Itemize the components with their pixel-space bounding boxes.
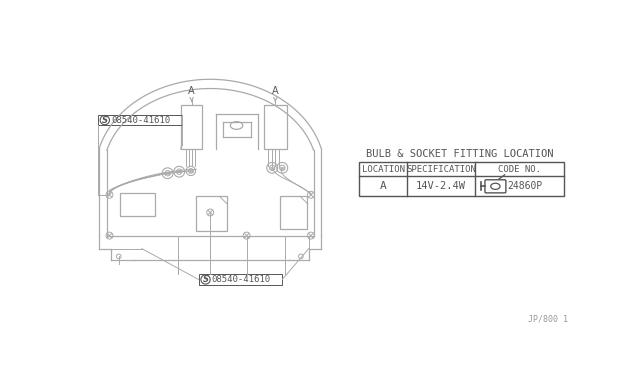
Text: BULB & SOCKET FITTING LOCATION: BULB & SOCKET FITTING LOCATION bbox=[366, 148, 554, 158]
Bar bbox=[196, 196, 227, 231]
Text: A: A bbox=[272, 86, 278, 96]
Text: 08540-41610: 08540-41610 bbox=[111, 116, 170, 125]
Bar bbox=[120, 193, 155, 217]
Bar bbox=[98, 115, 182, 125]
Bar bbox=[359, 163, 564, 196]
Text: JP/800 1: JP/800 1 bbox=[528, 314, 568, 323]
Text: S: S bbox=[102, 116, 108, 125]
Bar bbox=[198, 274, 282, 285]
Text: 24860P: 24860P bbox=[508, 181, 543, 191]
Text: CODE NO.: CODE NO. bbox=[499, 165, 541, 174]
Text: LOCATION: LOCATION bbox=[362, 165, 404, 174]
Text: A: A bbox=[188, 86, 195, 96]
Text: SPECIFICATION: SPECIFICATION bbox=[406, 165, 476, 174]
Text: 08540-41610: 08540-41610 bbox=[212, 275, 271, 284]
Text: 14V-2.4W: 14V-2.4W bbox=[416, 181, 466, 191]
Bar bbox=[280, 196, 307, 230]
Text: S: S bbox=[202, 275, 209, 284]
Bar bbox=[264, 105, 287, 150]
Bar bbox=[180, 105, 202, 150]
Text: A: A bbox=[380, 181, 387, 191]
